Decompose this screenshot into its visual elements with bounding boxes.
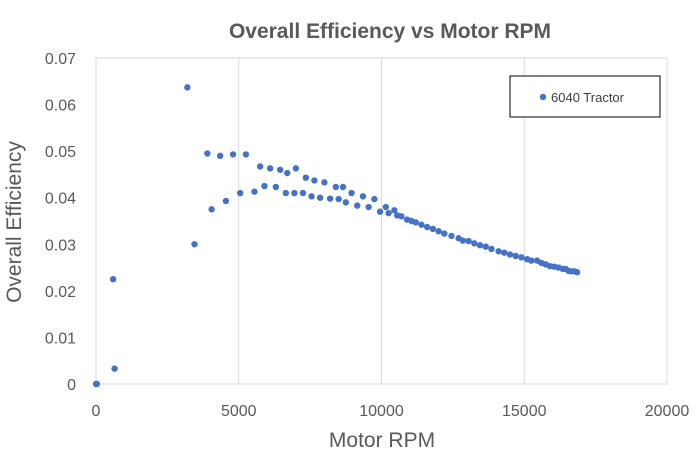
data-point	[465, 237, 472, 245]
data-point	[429, 225, 437, 233]
data-point	[412, 219, 419, 226]
legend: 6040 Tractor	[509, 75, 661, 118]
data-point	[222, 197, 230, 205]
data-points	[92, 84, 581, 388]
data-point	[332, 183, 340, 191]
data-point	[291, 189, 298, 197]
y-tick-label: 0	[67, 377, 76, 394]
data-point	[471, 240, 478, 247]
data-point	[299, 189, 307, 197]
y-tick-label: 0.07	[45, 51, 76, 68]
data-point	[266, 165, 274, 172]
data-point	[488, 245, 495, 253]
data-point	[272, 183, 280, 191]
data-point	[93, 380, 101, 388]
data-point	[339, 183, 347, 191]
chart-title: Overall Efficiency vs Motor RPM	[229, 20, 551, 43]
y-tick-label: 0.04	[45, 191, 76, 208]
x-axis-tick-labels: 0 5000 10000 15000 20000	[92, 403, 690, 420]
y-tick-label: 0.03	[45, 237, 76, 254]
data-point	[292, 165, 300, 172]
data-point	[398, 213, 405, 220]
data-point	[448, 232, 455, 240]
data-point	[385, 209, 392, 217]
y-tick-label: 0.05	[45, 144, 76, 161]
data-point	[321, 179, 328, 186]
data-point	[308, 193, 315, 200]
data-point	[391, 207, 398, 214]
x-tick-label: 10000	[359, 403, 404, 420]
data-point	[261, 182, 268, 190]
y-axis-tick-labels: 0 0.01 0.02 0.03 0.04 0.05 0.06 0.07	[45, 51, 76, 394]
data-point	[371, 195, 378, 203]
data-point	[229, 151, 237, 158]
data-point	[276, 166, 284, 173]
data-point	[376, 208, 384, 215]
x-tick-label: 20000	[645, 403, 690, 420]
data-point	[216, 152, 224, 159]
x-tick-label: 5000	[221, 403, 257, 420]
data-point	[236, 189, 244, 197]
x-tick-label: 0	[92, 403, 101, 420]
data-point	[382, 203, 389, 211]
data-point	[495, 248, 502, 255]
data-point	[518, 254, 525, 261]
data-point	[311, 177, 318, 184]
x-axis-label: Motor RPM	[329, 429, 435, 452]
data-point	[184, 84, 191, 91]
data-point	[501, 249, 508, 256]
data-point	[204, 150, 211, 157]
data-point	[423, 223, 431, 231]
y-tick-label: 0.02	[45, 284, 76, 301]
data-point	[111, 365, 118, 372]
data-point	[335, 195, 342, 203]
legend-label: 6040 Tractor	[551, 90, 625, 105]
data-point	[506, 251, 514, 258]
y-tick-label: 0.01	[45, 330, 76, 347]
data-point	[528, 257, 535, 264]
data-point	[251, 188, 258, 195]
data-point	[316, 194, 324, 201]
plot-area	[92, 57, 668, 388]
data-point	[418, 221, 425, 228]
data-point	[208, 206, 215, 213]
data-point	[435, 228, 442, 235]
data-point	[441, 230, 448, 237]
data-point	[342, 199, 350, 206]
data-point	[284, 169, 291, 177]
data-point	[326, 195, 334, 202]
data-point	[359, 193, 367, 200]
legend-box	[509, 75, 661, 118]
data-point	[191, 241, 198, 248]
data-point	[365, 203, 372, 211]
x-tick-label: 15000	[502, 403, 547, 420]
data-point	[242, 151, 250, 158]
data-point	[482, 243, 489, 250]
data-point	[476, 242, 484, 249]
data-point	[512, 252, 519, 260]
data-point	[348, 189, 355, 197]
data-point	[109, 276, 117, 283]
data-point	[459, 237, 467, 244]
data-point	[256, 163, 264, 170]
data-point	[354, 202, 361, 209]
data-point	[302, 174, 310, 181]
legend-marker	[539, 93, 547, 101]
y-tick-label: 0.06	[45, 98, 76, 115]
y-axis-label: Overall Efficiency	[3, 141, 26, 303]
data-point	[573, 269, 581, 276]
data-point	[282, 189, 290, 197]
